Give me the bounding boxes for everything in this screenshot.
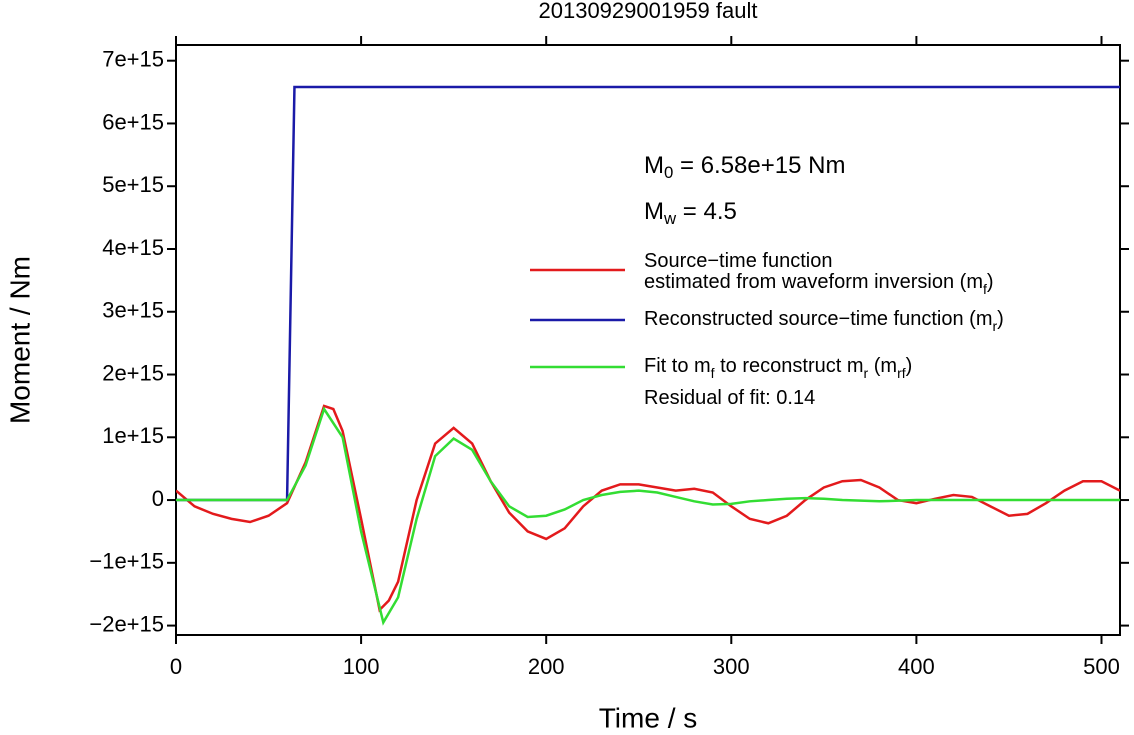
y-tick-label: 7e+15 <box>102 47 164 72</box>
y-tick-label: 1e+15 <box>102 423 164 448</box>
legend-label-part: Reconstructed source−time function (m <box>644 308 993 330</box>
y-tick-label: 3e+15 <box>102 298 164 323</box>
annotation-sub: 0 <box>664 163 673 182</box>
legend-label-sub: r <box>864 365 869 381</box>
annotation: M0 = 6.58e+15 Nm <box>644 152 845 182</box>
legend-label-sub: r <box>993 318 998 334</box>
annotation-sub: w <box>663 209 677 228</box>
y-tick-label: 4e+15 <box>102 235 164 260</box>
legend-label-part: to reconstruct m <box>715 355 864 377</box>
legend-label-part: ) <box>997 308 1004 330</box>
legend-label-part: estimated from waveform inversion (m <box>644 271 983 293</box>
legend-label-sub: f <box>983 281 987 297</box>
annotation-part: M <box>644 152 664 179</box>
y-axis-label: Moment / Nm <box>4 256 35 424</box>
x-tick-label: 400 <box>898 654 935 679</box>
y-tick-label: 5e+15 <box>102 172 164 197</box>
annotation-part: = 6.58e+15 Nm <box>673 152 845 179</box>
legend-label-part: ) <box>906 355 913 377</box>
legend-label: Source−time function <box>644 250 832 272</box>
x-tick-label: 500 <box>1083 654 1120 679</box>
x-tick-label: 200 <box>528 654 565 679</box>
y-tick-label: −2e+15 <box>89 611 164 636</box>
legend-label: estimated from waveform inversion (mf) <box>644 271 994 296</box>
annotation: Mw = 4.5 <box>644 198 737 228</box>
plot-frame <box>175 44 1121 636</box>
legend-label-part: (m <box>868 355 897 377</box>
legend-label: Residual of fit: 0.14 <box>644 387 815 409</box>
y-tick-label: 0 <box>152 486 164 511</box>
y-tick-label: 6e+15 <box>102 109 164 134</box>
legend-label-sub: f <box>711 365 715 381</box>
series-line <box>176 85 1120 502</box>
legend-label: Fit to mf to reconstruct mr (mrf) <box>644 355 912 380</box>
y-tick-label: 2e+15 <box>102 360 164 385</box>
x-axis-label: Time / s <box>599 702 698 733</box>
x-tick-label: 100 <box>343 654 380 679</box>
chart-title: 20130929001959 fault <box>539 0 758 23</box>
legend-label-part: Source−time function <box>644 250 832 272</box>
series-line <box>176 404 1120 613</box>
x-tick-label: 0 <box>170 654 182 679</box>
legend-label-part: Fit to m <box>644 355 711 377</box>
x-tick-label: 300 <box>713 654 750 679</box>
legend-label-part: Residual of fit: 0.14 <box>644 387 815 409</box>
legend-label-part: ) <box>987 271 994 293</box>
series-line <box>176 406 1120 626</box>
legend-label-sub: rf <box>897 365 906 381</box>
y-tick-label: −1e+15 <box>89 549 164 574</box>
legend-label: Reconstructed source−time function (mr) <box>644 308 1004 333</box>
annotation-part: = 4.5 <box>676 198 737 225</box>
annotation-part: M <box>644 198 664 225</box>
